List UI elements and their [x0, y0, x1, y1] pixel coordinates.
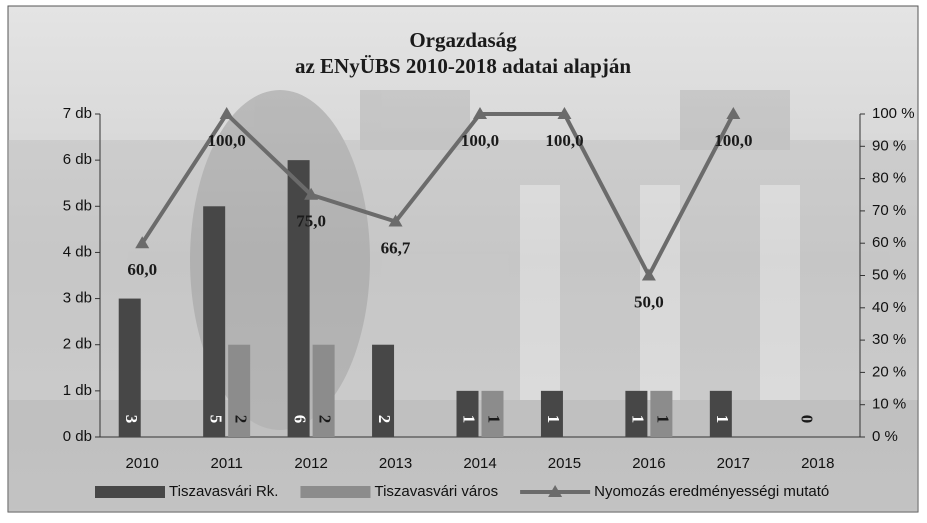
background-photo [8, 90, 918, 512]
y2-tick-label: 40 % [872, 299, 906, 316]
line-value-label: 100,0 [461, 131, 499, 150]
y-tick-label: 2 db [63, 336, 92, 353]
legend-label: Tiszavasvári Rk. [169, 483, 278, 500]
bar-value-label: 2 [231, 415, 250, 424]
line-value-label: 100,0 [714, 131, 752, 150]
bar-value-label: 1 [713, 415, 732, 424]
y2-tick-label: 10 % [872, 396, 906, 413]
line-value-label: 60,0 [127, 260, 157, 279]
line-value-label: 50,0 [634, 292, 664, 311]
line-value-label: 75,0 [296, 212, 326, 231]
y-tick-label: 3 db [63, 290, 92, 307]
line-value-label: 100,0 [208, 131, 246, 150]
y2-tick-label: 100 % [872, 105, 915, 122]
y2-tick-label: 70 % [872, 202, 906, 219]
line-value-label: 66,7 [381, 238, 411, 257]
x-tick-label: 2010 [126, 455, 159, 472]
bar-value-label: 1 [653, 415, 672, 424]
bar [288, 160, 310, 437]
x-tick-label: 2014 [463, 455, 496, 472]
chart: Orgazdaság az ENyÜBS 2010-2018 adatai al… [0, 0, 927, 518]
legend-label: Nyomozás eredményességi mutató [594, 483, 829, 500]
line-value-label: 100,0 [545, 131, 583, 150]
y-tick-label: 4 db [63, 243, 92, 260]
y-tick-label: 5 db [63, 197, 92, 214]
legend-label: Tiszavasvári város [374, 483, 498, 500]
x-tick-label: 2017 [717, 455, 750, 472]
x-tick-label: 2015 [548, 455, 581, 472]
bar-value-label: 0 [797, 415, 816, 424]
bar-value-label: 2 [375, 415, 394, 424]
chart-subtitle: az ENyÜBS 2010-2018 adatai alapján [295, 54, 631, 78]
bar-value-label: 5 [206, 415, 225, 424]
y-tick-label: 7 db [63, 105, 92, 122]
bar-value-label: 6 [291, 415, 310, 424]
y2-tick-label: 90 % [872, 137, 906, 154]
y2-tick-label: 60 % [872, 234, 906, 251]
y-tick-label: 0 db [63, 428, 92, 445]
bar-value-label: 1 [628, 415, 647, 424]
bar-value-label: 1 [485, 415, 504, 424]
chart-title: Orgazdaság [409, 28, 517, 52]
x-tick-label: 2012 [294, 455, 327, 472]
x-tick-label: 2013 [379, 455, 412, 472]
legend-swatch [300, 486, 370, 498]
x-tick-label: 2016 [632, 455, 665, 472]
y2-tick-label: 30 % [872, 331, 906, 348]
y2-tick-label: 0 % [872, 428, 898, 445]
bar-value-label: 1 [544, 415, 563, 424]
bar-value-label: 1 [460, 415, 479, 424]
bar-value-label: 2 [316, 415, 335, 424]
y-tick-label: 6 db [63, 151, 92, 168]
y2-tick-label: 50 % [872, 266, 906, 283]
y2-tick-label: 80 % [872, 170, 906, 187]
bar [203, 206, 225, 437]
x-tick-label: 2011 [211, 455, 243, 472]
y-tick-label: 1 db [63, 382, 92, 399]
y2-tick-label: 20 % [872, 363, 906, 380]
x-tick-label: 2018 [801, 455, 834, 472]
legend-swatch [95, 486, 165, 498]
bar-value-label: 3 [122, 415, 141, 424]
